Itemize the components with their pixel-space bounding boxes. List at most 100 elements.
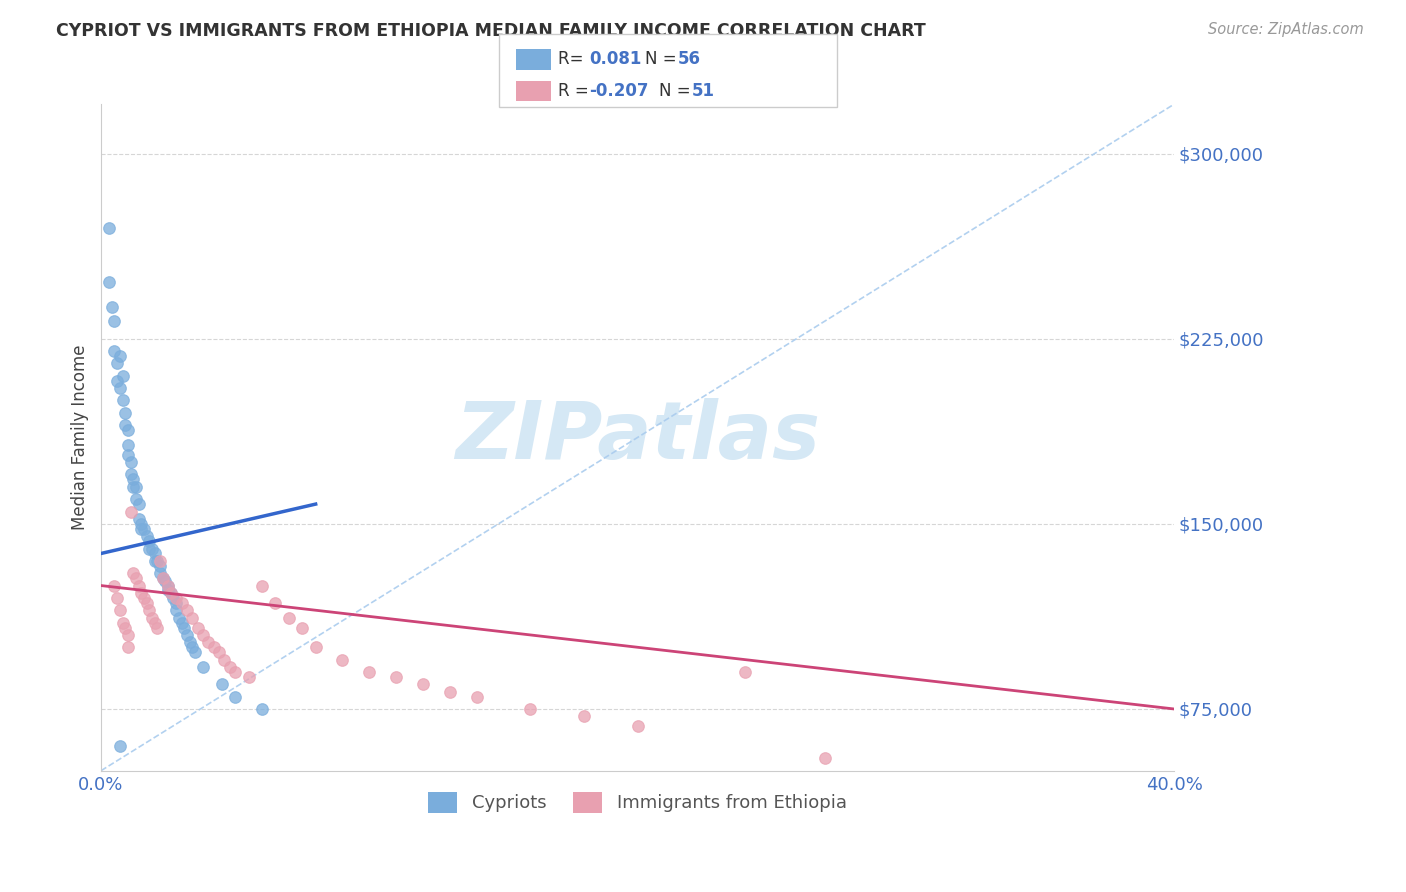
Point — [224, 665, 246, 679]
Point — [202, 640, 225, 655]
Point — [114, 406, 136, 420]
Point — [238, 670, 260, 684]
Point — [149, 566, 172, 581]
Point — [184, 645, 207, 659]
Point — [141, 610, 163, 624]
Point — [439, 684, 461, 698]
Point — [128, 497, 150, 511]
Point — [122, 566, 145, 581]
Point — [122, 480, 145, 494]
Point — [120, 467, 142, 482]
Point — [125, 571, 148, 585]
Point — [108, 739, 131, 753]
Point — [191, 628, 214, 642]
Point — [100, 300, 122, 314]
Text: 51: 51 — [692, 82, 714, 100]
Point — [125, 480, 148, 494]
Point — [120, 455, 142, 469]
Point — [159, 586, 181, 600]
Point — [305, 640, 328, 655]
Point — [143, 554, 166, 568]
Text: R=: R= — [558, 51, 589, 69]
Point — [152, 571, 174, 585]
Point — [117, 448, 139, 462]
Point — [135, 529, 157, 543]
Point — [211, 677, 233, 691]
Text: ZIPatlas: ZIPatlas — [456, 399, 820, 476]
Point — [146, 554, 169, 568]
Point — [129, 586, 152, 600]
Point — [197, 635, 219, 649]
Point — [170, 596, 193, 610]
Point — [128, 578, 150, 592]
Point — [129, 522, 152, 536]
Legend: Cypriots, Immigrants from Ethiopia: Cypriots, Immigrants from Ethiopia — [419, 783, 856, 822]
Point — [519, 702, 541, 716]
Point — [176, 603, 198, 617]
Point — [141, 541, 163, 556]
Point — [149, 558, 172, 573]
Point — [159, 586, 181, 600]
Point — [277, 610, 299, 624]
Point — [132, 591, 155, 605]
Point — [122, 472, 145, 486]
Point — [162, 591, 184, 605]
Point — [250, 578, 273, 592]
Point — [98, 275, 121, 289]
Point — [146, 620, 169, 634]
Point — [359, 665, 381, 679]
Point — [734, 665, 756, 679]
Point — [138, 534, 160, 549]
Point — [114, 418, 136, 433]
Point — [181, 640, 204, 655]
Point — [138, 603, 160, 617]
Point — [572, 709, 595, 723]
Point — [179, 635, 201, 649]
Point — [264, 596, 287, 610]
Point — [117, 438, 139, 452]
Point — [218, 660, 240, 674]
Point — [108, 349, 131, 363]
Point — [105, 356, 128, 370]
Point — [149, 554, 172, 568]
Point — [250, 702, 273, 716]
Text: 0.081: 0.081 — [589, 51, 641, 69]
Point — [108, 603, 131, 617]
Y-axis label: Median Family Income: Median Family Income — [72, 344, 89, 530]
Point — [138, 541, 160, 556]
Point — [125, 492, 148, 507]
Point — [143, 615, 166, 630]
Point — [103, 578, 125, 592]
Point — [157, 578, 180, 592]
Text: -0.207: -0.207 — [589, 82, 648, 100]
Point — [165, 603, 187, 617]
Point — [117, 423, 139, 437]
Text: 56: 56 — [678, 51, 700, 69]
Point — [103, 344, 125, 359]
Point — [152, 571, 174, 585]
Point — [120, 504, 142, 518]
Point — [143, 546, 166, 560]
Point — [111, 393, 134, 408]
Text: N =: N = — [645, 51, 682, 69]
Point — [291, 620, 314, 634]
Point — [814, 751, 837, 765]
Point — [132, 522, 155, 536]
Text: R =: R = — [558, 82, 595, 100]
Point — [98, 220, 121, 235]
Point — [165, 591, 187, 605]
Point — [626, 719, 648, 733]
Point — [128, 512, 150, 526]
Point — [157, 578, 180, 592]
Point — [214, 652, 236, 666]
Point — [105, 591, 128, 605]
Point — [111, 368, 134, 383]
Point — [105, 374, 128, 388]
Point — [412, 677, 434, 691]
Point — [114, 620, 136, 634]
Point — [208, 645, 231, 659]
Point — [103, 314, 125, 328]
Point — [332, 652, 354, 666]
Point — [167, 610, 190, 624]
Point — [129, 516, 152, 531]
